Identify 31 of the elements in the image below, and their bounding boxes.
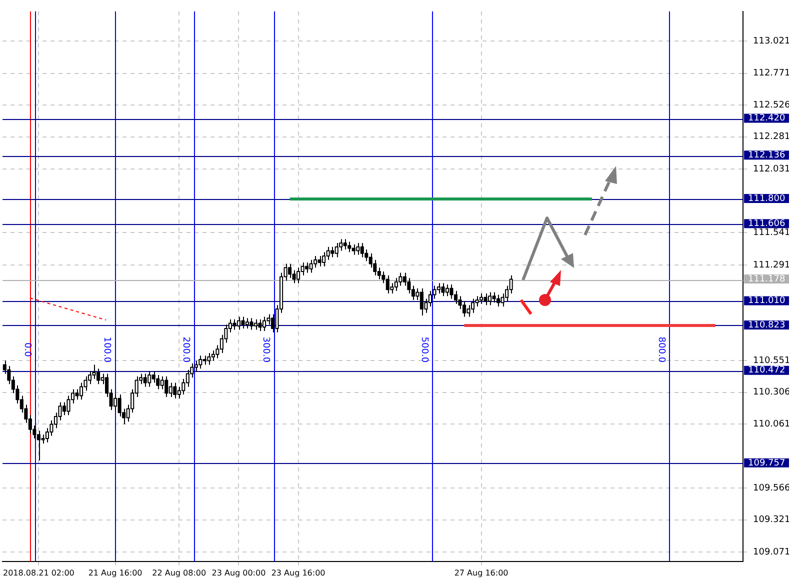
- x-tick-label: 23 Aug 16:00: [271, 568, 326, 578]
- ref-line-label: 111.800: [748, 194, 786, 204]
- x-tick-label: 27 Aug 16:00: [454, 568, 508, 578]
- annotation: 500.0: [419, 336, 429, 363]
- y-tick-label: 111.541: [753, 228, 790, 238]
- y-tick-label: 111.291: [753, 260, 790, 270]
- ref-line-label: 110.823: [748, 320, 786, 330]
- annotation: 200.0: [180, 336, 191, 363]
- annotation: 0.0: [22, 342, 32, 358]
- annotation: 100.0: [102, 336, 112, 363]
- annotation: 800.0: [656, 336, 666, 363]
- x-tick-label: 2018.08.21 02:00: [3, 568, 74, 578]
- y-tick-label: 113.021: [753, 36, 790, 46]
- ref-line-label: 111.606: [748, 218, 786, 229]
- y-tick-label: 110.061: [753, 419, 790, 430]
- annotation: 300.0: [260, 336, 270, 363]
- y-tick-label: 112.031: [753, 164, 790, 174]
- ref-line-label: 112.136: [748, 150, 786, 160]
- y-tick-label: 109.071: [753, 548, 790, 558]
- ref-line-label: 112.420: [748, 114, 786, 124]
- x-tick-label: 22 Aug 08:00: [152, 568, 206, 578]
- y-tick-label: 109.321: [753, 515, 790, 526]
- ref-line-label: 109.757: [748, 458, 786, 468]
- y-tick-label: 110.551: [753, 356, 790, 366]
- x-tick-label: 21 Aug 16:00: [88, 568, 142, 578]
- ref-line-label: 111.010: [748, 296, 786, 306]
- y-tick-label: 112.771: [753, 68, 790, 79]
- y-tick-label: 112.281: [753, 132, 790, 142]
- x-tick-label: 23 Aug 00:00: [212, 568, 266, 578]
- ref-line-label: 111.178: [748, 274, 786, 284]
- ref-line-label: 110.472: [748, 366, 786, 376]
